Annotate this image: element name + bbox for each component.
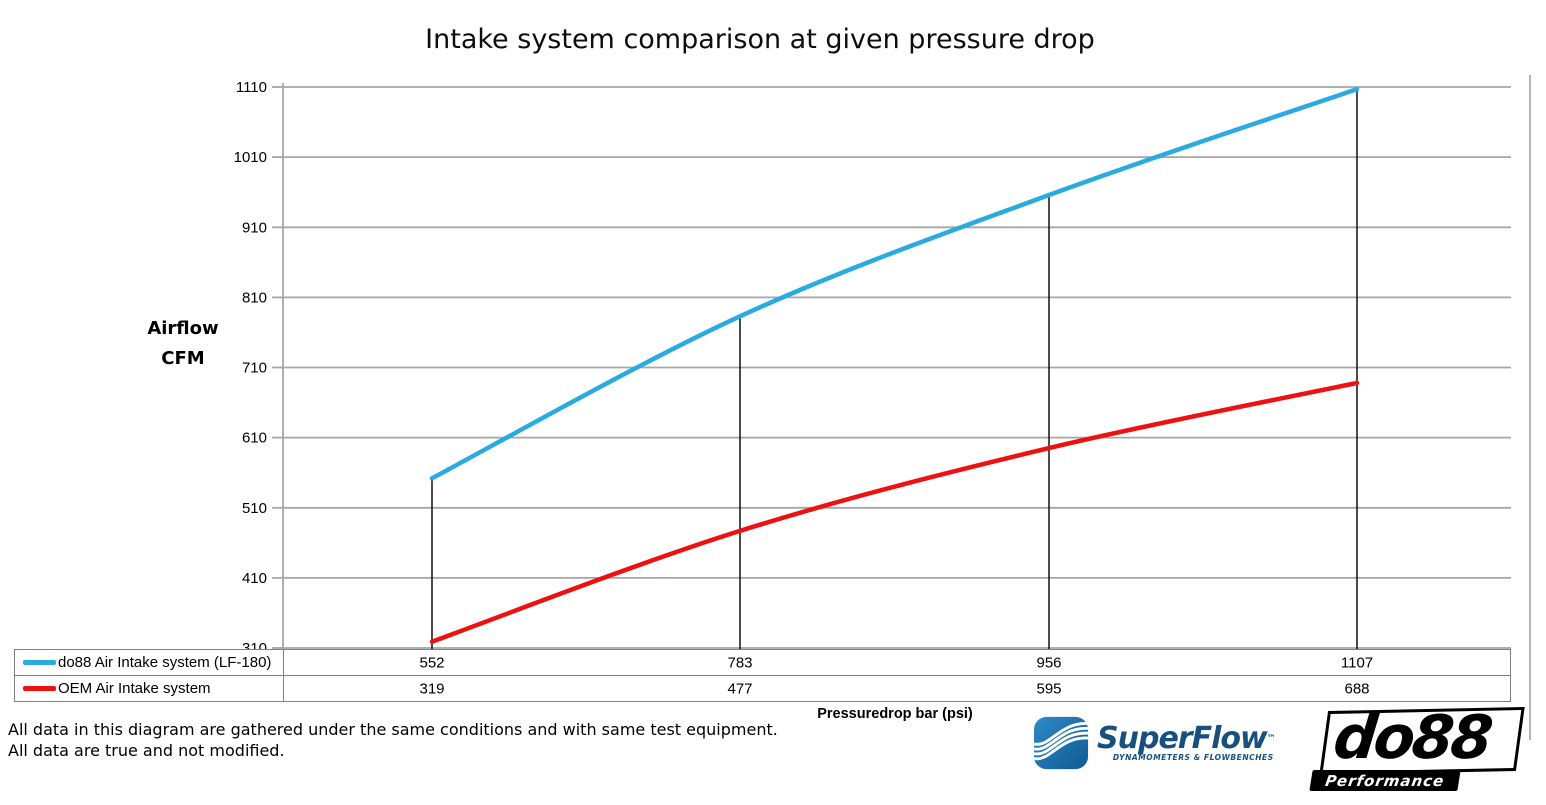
y-tick-label: 810 bbox=[242, 289, 267, 306]
series-line-do88 bbox=[429, 86, 1360, 481]
table-value: 1107 bbox=[1340, 654, 1374, 671]
y-tick-label: 610 bbox=[242, 430, 267, 447]
y-tick-label: 710 bbox=[242, 360, 267, 377]
y-axis-title: Airflow CFM bbox=[118, 314, 248, 374]
table-value: 319 bbox=[419, 680, 445, 697]
legend-swatch-do88 bbox=[23, 660, 56, 665]
table-value: 783 bbox=[727, 654, 753, 671]
legend-row-do88: do88 Air Intake system (LF-180) 552 783 95… bbox=[15, 650, 1510, 675]
footnote: All data in this diagram are gathered un… bbox=[8, 719, 778, 761]
chart-title: Intake system comparison at given pressu… bbox=[425, 24, 1095, 55]
y-tick-label: 910 bbox=[242, 219, 267, 236]
y-tick-label: 1010 bbox=[234, 149, 267, 166]
superflow-logo: SuperFlow™ DYNAMOMETERS & FLOWBENCHES bbox=[1033, 715, 1276, 771]
superflow-s-icon bbox=[1034, 716, 1089, 770]
legend-label-oem: OEM Air Intake system bbox=[58, 680, 211, 697]
superflow-tagline: DYNAMOMETERS & FLOWBENCHES bbox=[1112, 753, 1274, 762]
series-line-oem bbox=[429, 380, 1360, 644]
footnote-line2: All data are true and not modified. bbox=[8, 741, 285, 760]
chart-right-border bbox=[1529, 75, 1531, 740]
table-value: 552 bbox=[419, 654, 445, 671]
legend-values-do88: 552 783 956 1107 bbox=[284, 650, 1510, 675]
x-axis-title: Pressuredrop bar (psi) bbox=[817, 706, 973, 722]
y-axis-title-line2: CFM bbox=[161, 348, 205, 369]
footnote-line1: All data in this diagram are gathered un… bbox=[8, 720, 778, 739]
do88-logo: do88 Performance bbox=[1308, 703, 1528, 794]
table-value: 956 bbox=[1036, 654, 1062, 671]
superflow-trademark: ™ bbox=[1266, 734, 1276, 744]
legend-label-do88: do88 Air Intake system (LF-180) bbox=[58, 654, 272, 671]
y-tick-label: 1110 bbox=[236, 79, 267, 96]
do88-wordmark: do88 bbox=[1330, 703, 1494, 773]
legend-swatch-oem bbox=[23, 686, 56, 691]
table-value: 595 bbox=[1036, 680, 1062, 697]
legend-table: do88 Air Intake system (LF-180) 552 783 95… bbox=[14, 649, 1511, 702]
legend-values-oem: 319 477 595 688 bbox=[284, 676, 1510, 701]
y-tick-label: 410 bbox=[242, 570, 267, 587]
legend-row-oem: OEM Air Intake system 319 477 595 688 bbox=[15, 675, 1510, 701]
superflow-text-block: SuperFlow™ DYNAMOMETERS & FLOWBENCHES bbox=[1097, 724, 1276, 763]
superflow-wordmark: SuperFlow™ bbox=[1097, 724, 1276, 754]
y-tick-label: 510 bbox=[242, 500, 267, 517]
legend-label-cell-oem: OEM Air Intake system bbox=[15, 676, 284, 701]
superflow-name: SuperFlow bbox=[1097, 721, 1268, 756]
legend-label-cell-do88: do88 Air Intake system (LF-180) bbox=[15, 650, 284, 675]
do88-tagline: Performance bbox=[1324, 771, 1446, 790]
table-value: 477 bbox=[727, 680, 753, 697]
table-value: 688 bbox=[1344, 680, 1370, 697]
y-axis-title-line1: Airflow bbox=[147, 318, 219, 339]
do88-performance-bar: Performance bbox=[1309, 770, 1461, 791]
